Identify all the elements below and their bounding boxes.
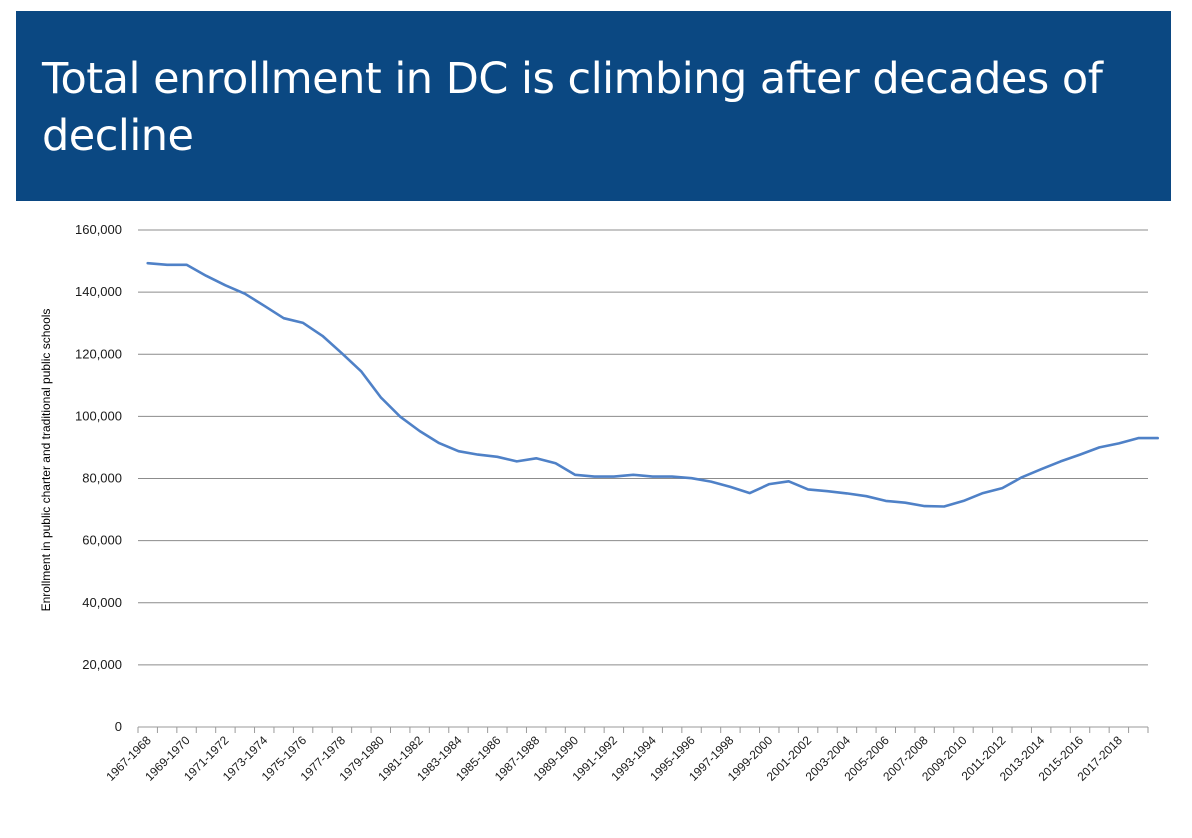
y-tick-label: 0 xyxy=(115,719,122,734)
gridlines xyxy=(138,229,1148,728)
enrollment-series-line xyxy=(146,261,1159,508)
y-tick-label: 100,000 xyxy=(75,408,122,423)
y-tick-label: 160,000 xyxy=(75,222,122,237)
y-tick-label: 140,000 xyxy=(75,284,122,299)
y-tick-label: 40,000 xyxy=(82,595,122,610)
y-axis-title: Enrollment in public charter and traditi… xyxy=(39,309,53,612)
y-tick-label: 80,000 xyxy=(82,471,122,486)
title-banner: Total enrollment in DC is climbing after… xyxy=(16,11,1171,201)
x-axis-ticks: 1967-19681969-19701971-19721973-19741975… xyxy=(103,727,1149,784)
y-tick-label: 60,000 xyxy=(82,533,122,548)
page-title: Total enrollment in DC is climbing after… xyxy=(42,54,1103,162)
y-tick-label: 20,000 xyxy=(82,657,122,672)
y-axis-ticks: 0 20,000 40,000 60,000 80,000 100,000 120,000 1… xyxy=(75,222,122,734)
series-layer xyxy=(146,261,1159,508)
y-tick-label: 120,000 xyxy=(75,346,122,361)
